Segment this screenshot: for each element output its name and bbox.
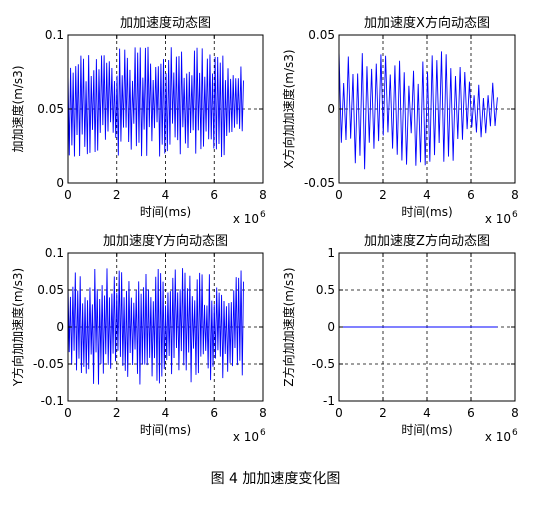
x-tick-label: 8 <box>259 406 267 420</box>
x-axis-label: 时间(ms) <box>140 423 191 437</box>
y-tick-label: 0.1 <box>45 28 64 42</box>
x-axis-multiplier: x 10 <box>233 430 259 444</box>
x-axis-label: 时间(ms) <box>140 205 191 219</box>
x-tick-label: 0 <box>64 406 72 420</box>
x-axis-multiplier: x 10 <box>233 212 259 226</box>
y-axis-label: X方向加加速度(m/s3) <box>281 49 296 168</box>
y-tick-label: 0.5 <box>316 283 335 297</box>
y-axis-label: 加加速度(m/s3) <box>10 66 25 153</box>
x-tick-label: 2 <box>113 406 121 420</box>
x-tick-label: 6 <box>210 406 218 420</box>
series-line <box>67 46 244 157</box>
y-tick-label: 0 <box>327 102 335 116</box>
y-tick-label: 0.05 <box>37 102 64 116</box>
y-tick-label: 0 <box>327 320 335 334</box>
x-tick-label: 2 <box>379 406 387 420</box>
x-tick-label: 4 <box>423 406 431 420</box>
x-tick-label: 4 <box>423 188 431 202</box>
y-tick-label: -0.5 <box>312 357 335 371</box>
x-tick-label: 8 <box>511 406 519 420</box>
y-tick-label: 1 <box>327 246 335 260</box>
y-tick-label: 0 <box>56 176 64 190</box>
y-tick-label: -0.05 <box>304 176 335 190</box>
y-tick-label: 0.05 <box>308 28 335 42</box>
x-axis-multiplier: x 10 <box>485 430 511 444</box>
y-axis-label: Y方向加加速度(m/s3) <box>10 268 25 387</box>
y-tick-label: -0.1 <box>41 394 64 408</box>
y-tick-label: 0.05 <box>37 283 64 297</box>
x-tick-label: 6 <box>467 406 475 420</box>
x-tick-label: 0 <box>335 188 343 202</box>
x-tick-label: 0 <box>335 406 343 420</box>
chart-title: 加加速度Z方向动态图 <box>364 233 490 249</box>
x-axis-exponent: 6 <box>260 428 266 438</box>
chart-title: 加加速度X方向动态图 <box>364 15 490 31</box>
chart-title: 加加速度动态图 <box>120 15 211 31</box>
x-tick-label: 6 <box>467 188 475 202</box>
x-tick-label: 8 <box>511 188 519 202</box>
y-tick-label: -1 <box>323 394 335 408</box>
x-tick-label: 2 <box>379 188 387 202</box>
y-tick-label: -0.05 <box>33 357 64 371</box>
x-tick-label: 4 <box>162 406 170 420</box>
x-tick-label: 8 <box>259 188 267 202</box>
x-tick-label: 6 <box>210 188 218 202</box>
x-tick-label: 2 <box>113 188 121 202</box>
x-axis-exponent: 6 <box>512 210 518 220</box>
series-line <box>67 268 244 385</box>
y-tick-label: 0 <box>56 320 64 334</box>
y-axis-label: Z方向加加速度(m/s3) <box>281 267 296 386</box>
x-tick-label: 4 <box>162 188 170 202</box>
chart-title: 加加速度Y方向动态图 <box>103 233 228 249</box>
x-tick-label: 0 <box>64 188 72 202</box>
x-axis-label: 时间(ms) <box>401 423 452 437</box>
y-tick-label: 0.1 <box>45 246 64 260</box>
x-axis-label: 时间(ms) <box>401 205 452 219</box>
x-axis-exponent: 6 <box>512 428 518 438</box>
x-axis-multiplier: x 10 <box>485 212 511 226</box>
series-line <box>338 50 498 170</box>
figure-caption: 图 4 加加速度变化图 <box>210 471 341 487</box>
x-axis-exponent: 6 <box>260 210 266 220</box>
